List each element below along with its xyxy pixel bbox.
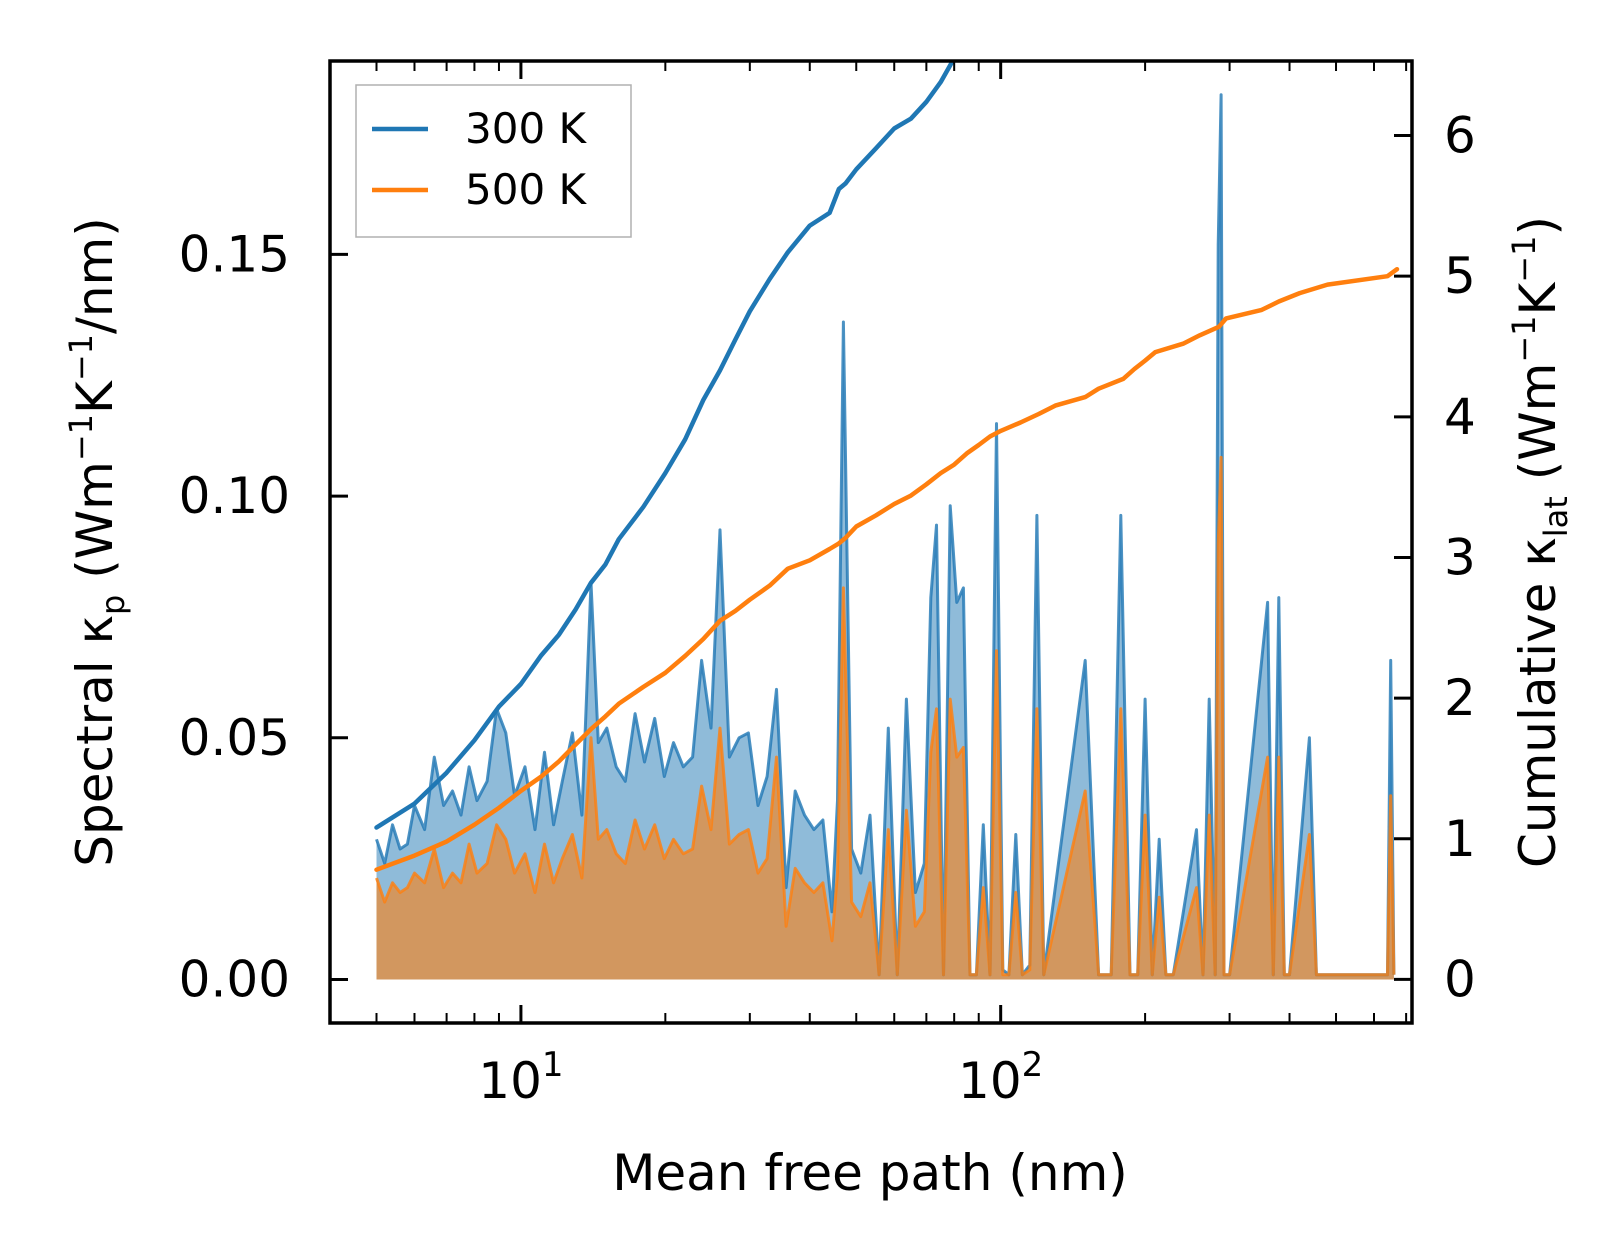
right-y-tick-label: 2: [1444, 669, 1476, 727]
right-y-tick-label: 6: [1444, 107, 1476, 165]
axes-frame: [328, 59, 1414, 1025]
right-y-tick-label: 1: [1444, 810, 1476, 868]
x-tick-label: 102: [958, 1045, 1043, 1110]
legend-box: [355, 84, 632, 238]
plot-area: [374, 61, 1400, 980]
legend-label-300k: 300 K: [465, 104, 588, 153]
right-y-tick-label: 0: [1444, 950, 1476, 1008]
cumulative-line-500k: [374, 266, 1400, 872]
spectral-lines: [375, 93, 1396, 977]
right-y-tick-label: 3: [1444, 528, 1476, 586]
cumulative-line-300k: [374, 61, 956, 830]
left-y-tick-label: 0.00: [179, 950, 290, 1008]
left-y-tick-label: 0.05: [179, 709, 290, 767]
spectral-line-500k: [375, 455, 1396, 977]
left-y-tick-label: 0.15: [179, 225, 290, 283]
right-y-axis-label: Cumulative κlat (Wm−1K−1): [1505, 216, 1575, 868]
left-y-tick-label: 0.10: [179, 467, 290, 525]
cumulative-lines: [374, 61, 1400, 872]
right-y-tick-label: 4: [1444, 388, 1476, 446]
x-tick-label: 101: [478, 1045, 563, 1110]
spectral-fill-500k: [376, 457, 1394, 980]
x-axis-label: Mean free path (nm): [612, 1144, 1128, 1202]
left-y-axis-label: Spectral κp (Wm−1K−1/nm): [62, 217, 132, 867]
spectral-line-300k: [375, 93, 1396, 977]
legend: 300 K 500 K: [355, 84, 632, 238]
legend-label-500k: 500 K: [465, 165, 588, 214]
axis-ticks: [329, 61, 1412, 1023]
axis-tick-labels: 0.00 0.05 0.10 0.15 0 1 2 3 4 5 6 101 102: [179, 107, 1476, 1110]
right-y-tick-label: 5: [1444, 247, 1476, 305]
spectral-fills: [376, 94, 1394, 980]
spectral-fill-300k: [376, 94, 1394, 980]
